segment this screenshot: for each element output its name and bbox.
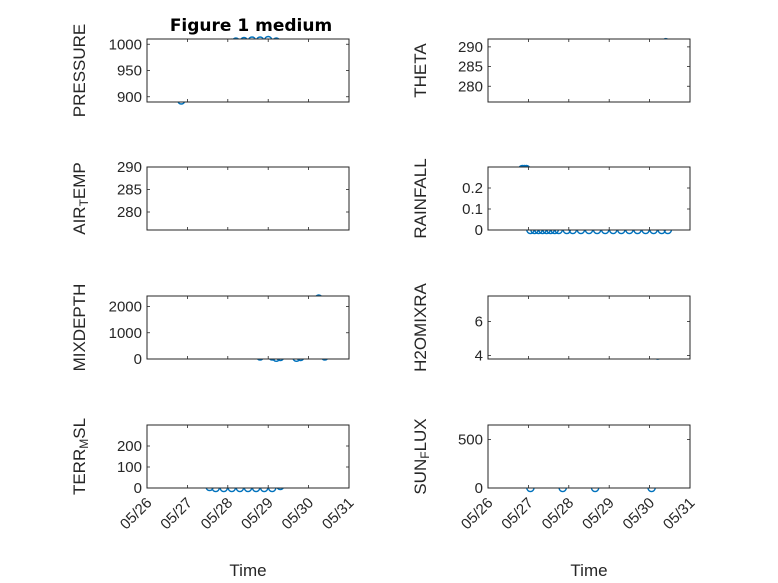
y-axis-label: PRESSURE: [70, 24, 89, 118]
y-tick-label: 950: [117, 63, 142, 80]
x-tick-label: 05/26: [458, 494, 497, 533]
y-axis-label: THETA: [411, 43, 430, 98]
subplot-1: 900 950 1000 PRESSURE: [70, 24, 350, 118]
axes-frame: [487, 166, 691, 231]
y-axis-label-part: RAINFALL: [411, 158, 430, 238]
x-tick-label: 05/28: [198, 494, 237, 533]
y-tick-label: 6: [475, 314, 483, 331]
y-tick-label: 290: [117, 159, 142, 176]
subplot-8: 0 500 05/26 05/27 05/28 05/29 05/30 05/31 Time SU…: [411, 418, 698, 580]
y-tick-label: 0.1: [462, 201, 483, 218]
y-axis-label-part: MIXDEPTH: [70, 284, 89, 372]
y-tick-label: 100: [117, 459, 142, 476]
figure-title: Figure 1 medium: [170, 16, 332, 36]
x-tick-label: 05/30: [279, 494, 318, 533]
subplot-5: 0 1000 2000 MIXDEPTH: [70, 284, 350, 372]
y-axis-label: H2OMIXRA: [411, 282, 430, 371]
y-tick-label: 1000: [109, 325, 142, 342]
y-tick-label: 900: [117, 89, 142, 106]
y-tick-label: 290: [458, 39, 483, 56]
subplot-3: 280 285 290 AIRTEMP: [70, 159, 350, 235]
y-axis-label-part: PRESSURE: [70, 24, 89, 118]
axes-frame: [146, 295, 350, 360]
y-tick-label: 285: [117, 182, 142, 199]
axes-frame: [146, 38, 350, 103]
y-axis-label: SUNFLUX: [411, 418, 432, 494]
y-axis-label-part: SUN: [411, 459, 430, 495]
y-tick-label: 285: [458, 59, 483, 76]
y-axis-label: MIXDEPTH: [70, 284, 89, 372]
subplot-4: 0 0.1 0.2 RAINFALL: [411, 158, 691, 239]
x-tick-label: 05/30: [620, 494, 659, 533]
y-axis-label-subscript: T: [77, 198, 91, 206]
axes-frame: [487, 424, 691, 489]
y-axis-label-part: SL: [70, 418, 89, 439]
subplot-2: 280 285 290 THETA: [411, 37, 691, 103]
y-tick-label: 200: [117, 438, 142, 455]
y-axis-label: RAINFALL: [411, 158, 430, 238]
y-tick-label: 500: [458, 432, 483, 449]
x-tick-label: 05/29: [238, 494, 277, 533]
axes-frame: [487, 295, 691, 360]
x-axis-label: Time: [570, 561, 607, 580]
x-tick-label: 05/27: [157, 494, 196, 533]
y-axis-label-subscript: F: [418, 451, 432, 458]
x-tick-label: 05/31: [319, 494, 358, 533]
y-axis-label-part: THETA: [411, 43, 430, 98]
subplot-7: 0 100 200 05/26 05/27 05/28 05/29 05/30 05/31 Tim…: [70, 418, 357, 580]
y-tick-label: 1000: [109, 36, 142, 53]
y-tick-label: 0: [134, 480, 142, 497]
x-axis-label: Time: [229, 561, 266, 580]
x-tick-label: 05/28: [539, 494, 578, 533]
y-axis-label-part: LUX: [411, 418, 430, 451]
axes-frame: [146, 166, 350, 231]
y-axis-label: AIRTEMP: [70, 162, 91, 235]
y-tick-label: 4: [475, 348, 483, 365]
y-tick-label: 0: [475, 222, 483, 239]
y-axis-label-part: H2OMIXRA: [411, 282, 430, 371]
y-tick-label: 0.2: [462, 180, 483, 197]
x-tick-label: 05/31: [660, 494, 699, 533]
y-tick-label: 0: [134, 351, 142, 368]
y-tick-label: 2000: [109, 299, 142, 316]
y-axis-label-part: AIR: [70, 206, 89, 234]
x-tick-label: 05/29: [579, 494, 618, 533]
y-axis-label-part: EMP: [70, 162, 89, 199]
x-tick-label: 05/26: [117, 494, 156, 533]
y-tick-label: 0: [475, 480, 483, 497]
axes-frame: [487, 38, 691, 103]
axes-frame: [146, 424, 350, 489]
y-tick-label: 280: [117, 204, 142, 221]
y-axis-label-part: TERR: [70, 449, 89, 495]
y-axis-label-subscript: M: [77, 439, 91, 449]
x-tick-label: 05/27: [498, 494, 537, 533]
y-axis-label: TERRMSL: [70, 418, 91, 495]
subplot-6: 4 6 H2OMIXRA: [411, 282, 691, 372]
y-tick-label: 280: [458, 78, 483, 95]
